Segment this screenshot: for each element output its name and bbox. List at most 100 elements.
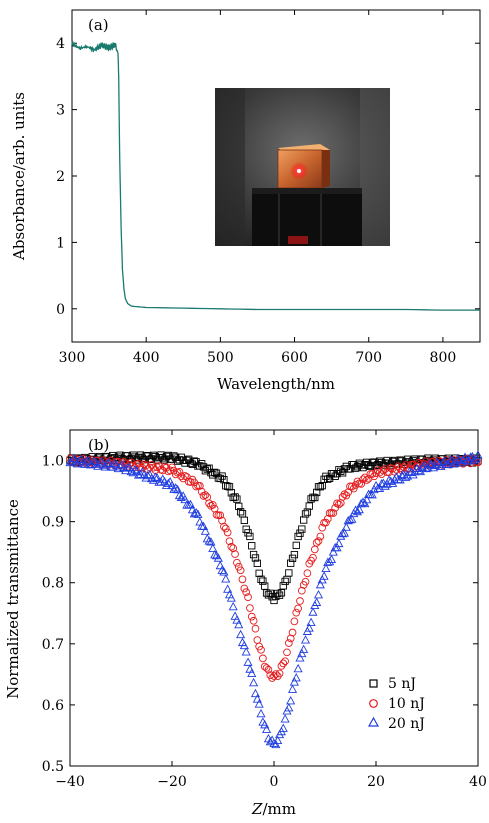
marker-square	[192, 458, 200, 466]
marker-triangle	[215, 560, 225, 570]
series-b	[65, 450, 483, 749]
y-ticks-a: 0 1 2 3 4	[56, 36, 480, 318]
marker-triangle	[417, 462, 427, 471]
marker-triangle	[254, 699, 264, 708]
panel-label-a: (a)	[88, 16, 109, 34]
marker-circle	[348, 482, 356, 491]
marker-circle	[377, 470, 386, 478]
marker-square	[186, 459, 195, 467]
y-tick-label: 0.7	[42, 637, 64, 653]
marker-circle	[251, 624, 260, 633]
marker-triangle	[469, 455, 479, 464]
x-tick-label: 800	[430, 350, 457, 366]
series-20nj	[65, 450, 483, 749]
marker-circle	[303, 569, 312, 578]
marker-triangle	[384, 475, 394, 484]
marker-square	[201, 467, 210, 475]
marker-circle	[292, 608, 301, 617]
marker-square	[190, 457, 198, 465]
marker-triangle	[319, 571, 329, 580]
marker-square	[316, 483, 325, 491]
marker-square	[109, 451, 117, 460]
panel-label-b: (b)	[88, 436, 109, 454]
marker-square	[262, 589, 271, 597]
marker-square	[264, 591, 273, 599]
marker-square	[196, 462, 204, 470]
marker-square	[227, 489, 235, 497]
marker-triangle	[438, 458, 448, 467]
marker-square	[376, 457, 384, 465]
marker-circle	[349, 484, 358, 493]
marker-square	[172, 453, 180, 461]
x-axis-label-a: Wavelength/nm	[217, 375, 335, 393]
marker-circle	[368, 470, 377, 478]
marker-triangle	[69, 453, 79, 463]
panel-a: (a) 300 400 500 600 700 800 0 1 2 3 4	[10, 9, 481, 393]
marker-square	[185, 455, 193, 463]
legend-marker-triangle	[367, 716, 380, 727]
marker-triangle	[163, 478, 173, 487]
marker-circle	[338, 493, 347, 501]
marker-circle	[375, 468, 384, 477]
marker-square	[346, 465, 354, 473]
marker-circle	[201, 491, 210, 499]
marker-square	[199, 463, 208, 471]
marker-triangle	[241, 647, 251, 656]
marker-triangle	[321, 563, 331, 572]
marker-circle	[257, 645, 265, 654]
marker-triangle	[249, 677, 259, 687]
marker-circle	[312, 538, 321, 547]
marker-circle	[175, 467, 184, 476]
marker-triangle	[113, 463, 123, 473]
marker-circle	[220, 522, 228, 531]
marker-circle	[208, 501, 217, 509]
marker-triangle	[386, 476, 396, 485]
marker-circle	[340, 490, 349, 499]
y-tick-label: 4	[56, 36, 65, 52]
marker-circle	[179, 474, 187, 483]
x-tick-label: 300	[59, 350, 86, 366]
y-ticks-b: 0.5 0.6 0.7 0.8 0.9 1.0	[42, 454, 478, 775]
x-tick-label: 700	[355, 350, 382, 366]
marker-triangle	[208, 543, 218, 552]
marker-triangle	[334, 538, 344, 548]
marker-circle	[362, 476, 371, 484]
marker-square	[222, 482, 230, 490]
marker-triangle	[98, 460, 108, 469]
legend-marker-circle	[369, 699, 378, 708]
marker-square	[223, 482, 232, 490]
marker-square	[259, 577, 267, 585]
marker-circle	[283, 648, 291, 657]
marker-square	[246, 532, 254, 541]
marker-triangle	[325, 556, 335, 566]
marker-triangle	[269, 738, 279, 748]
marker-square	[277, 589, 286, 597]
marker-circle	[272, 670, 280, 678]
marker-square	[337, 467, 345, 476]
marker-circle	[236, 566, 245, 575]
marker-triangle	[306, 617, 316, 626]
marker-triangle	[126, 466, 136, 476]
marker-triangle	[425, 459, 435, 468]
marker-triangle	[191, 507, 201, 517]
marker-circle	[322, 518, 330, 527]
marker-square	[216, 474, 224, 483]
marker-square	[207, 468, 215, 477]
x-tick-label: −40	[55, 774, 85, 790]
marker-triangle	[293, 663, 303, 673]
marker-triangle	[252, 694, 262, 703]
y-tick-label: 0	[56, 302, 65, 318]
marker-triangle	[219, 567, 229, 576]
marker-square	[251, 554, 260, 562]
marker-triangle	[265, 736, 275, 746]
x-tick-label: 500	[207, 350, 234, 366]
marker-circle	[296, 597, 304, 605]
marker-triangle	[176, 492, 186, 501]
marker-circle	[323, 514, 332, 523]
marker-circle	[259, 654, 267, 663]
marker-circle	[192, 482, 200, 491]
marker-square	[181, 459, 189, 467]
marker-triangle	[432, 457, 442, 466]
x-ticks-a: 300 400 500 600 700 800	[59, 10, 457, 366]
